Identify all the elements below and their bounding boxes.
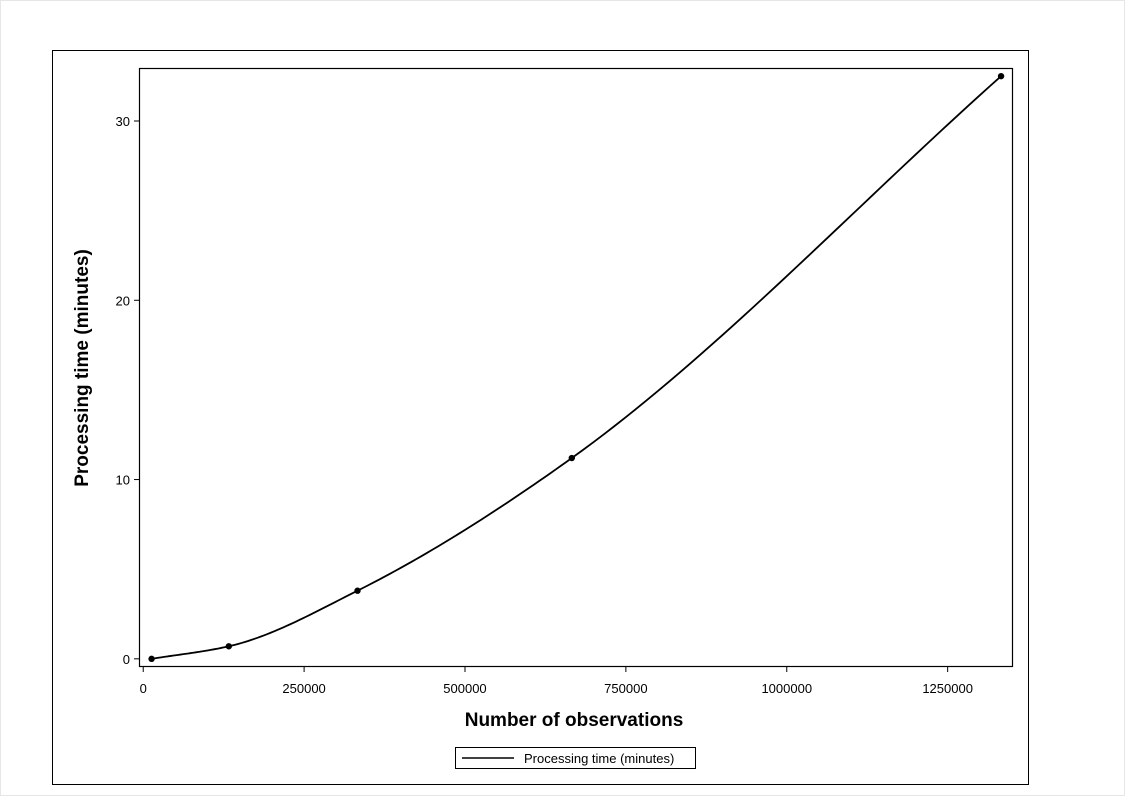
data-point xyxy=(568,454,576,462)
y-tick-label: 10 xyxy=(116,473,130,488)
y-tick-label: 30 xyxy=(116,114,130,129)
graph-frame xyxy=(52,50,1029,785)
y-tick-label: 20 xyxy=(116,293,130,308)
legend-box xyxy=(455,747,696,769)
legend: Processing time (minutes) xyxy=(455,747,696,769)
series-line xyxy=(151,75,1002,660)
data-point xyxy=(354,587,361,594)
x-axis-title: Number of observations xyxy=(465,710,684,731)
x-tick-label: 1000000 xyxy=(761,681,812,696)
x-tick-label: 1250000 xyxy=(922,681,973,696)
data-point xyxy=(225,643,233,650)
data-point xyxy=(148,655,155,663)
plot-area-border xyxy=(138,67,1014,668)
x-tick-label: 750000 xyxy=(604,681,647,696)
x-axis: 0 250000 500000 750000 1000000 1250000 xyxy=(140,666,973,696)
legend-label: Processing time (minutes) xyxy=(524,751,674,766)
data-points xyxy=(148,72,1005,663)
y-tick-label: 0 xyxy=(123,652,130,667)
y-axis: 0 10 20 30 xyxy=(116,114,140,667)
y-axis-title: Processing time (minutes) xyxy=(72,249,93,487)
x-tick-label: 0 xyxy=(140,681,147,696)
x-tick-label: 500000 xyxy=(443,681,486,696)
x-tick-label: 250000 xyxy=(282,681,325,696)
data-point xyxy=(997,72,1005,80)
